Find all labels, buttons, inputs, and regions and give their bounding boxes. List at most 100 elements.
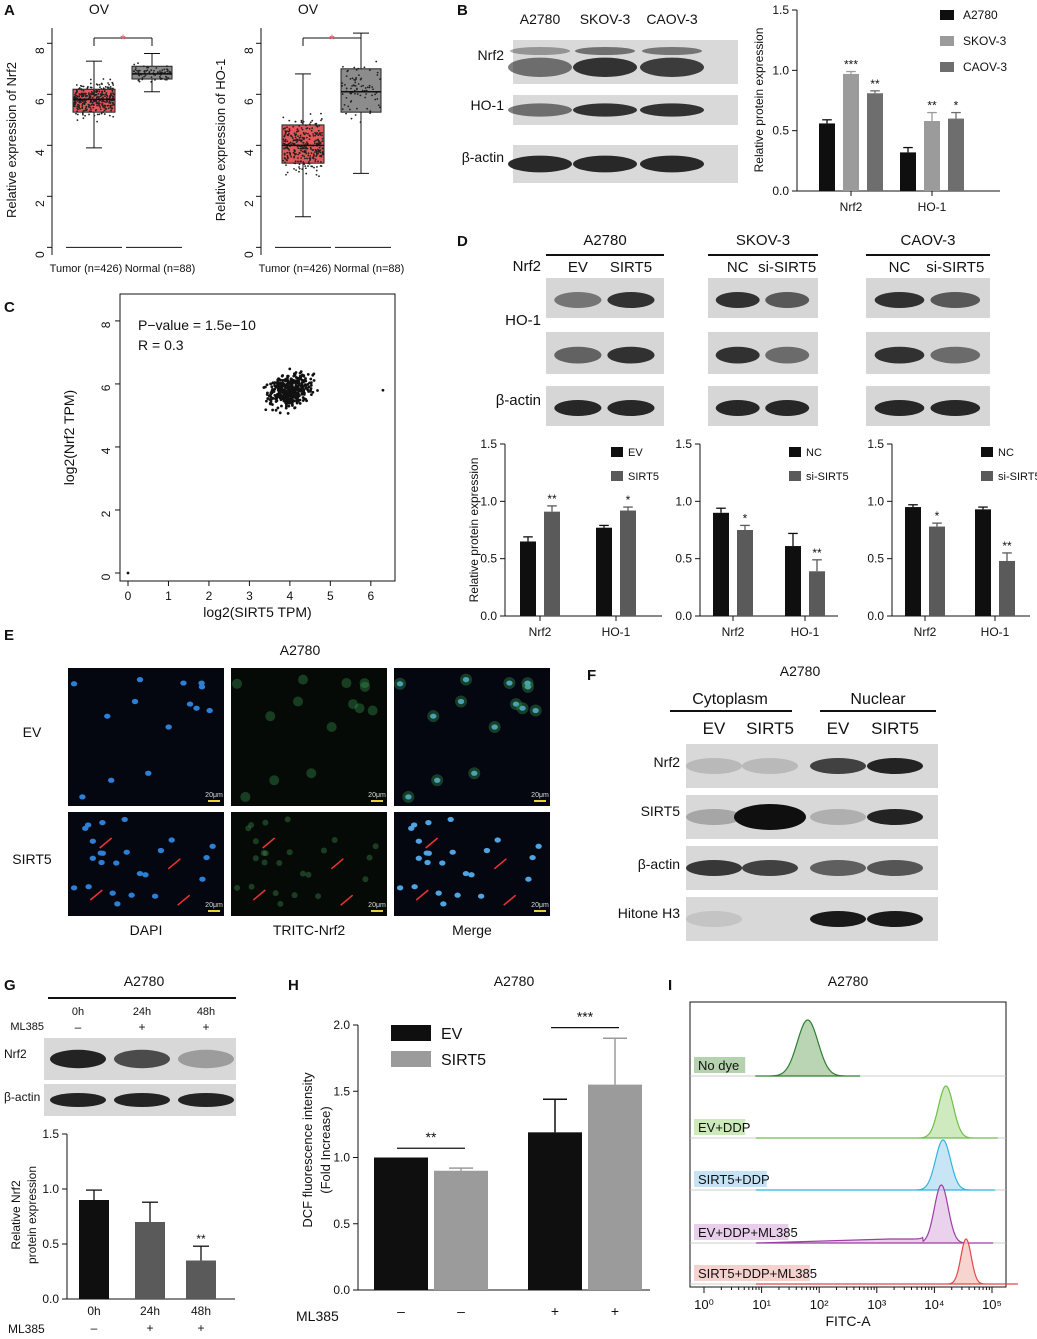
box2-point: [315, 139, 318, 142]
scatter-point: [274, 397, 278, 401]
box2-point: [316, 132, 318, 134]
micro-signal: [240, 791, 251, 802]
box2-point: [349, 87, 352, 90]
H-bar-title: A2780: [494, 973, 535, 989]
box1-point: [136, 69, 139, 72]
box2-point: [309, 155, 312, 157]
box2-point: [292, 125, 295, 128]
scatter-point: [276, 406, 280, 410]
box1-point: [106, 95, 109, 98]
micro-nucleus: [396, 885, 404, 891]
box2-y-tick-label: 8: [242, 47, 256, 54]
box1-point: [90, 93, 93, 95]
box2-point: [299, 134, 302, 137]
micro-signal: [234, 884, 241, 891]
legend-label: SIRT5: [441, 1052, 486, 1069]
box2-point: [379, 78, 381, 81]
box2-point: [318, 140, 320, 142]
micro-nucleus: [535, 843, 542, 849]
scatter-point: [298, 402, 302, 405]
box1-point: [159, 70, 161, 72]
box2-point: [283, 152, 286, 155]
blot-d-band: [715, 346, 760, 364]
box2-point: [307, 162, 310, 165]
blot-b-row-label: Nrf2: [478, 47, 505, 63]
scatter-point: [269, 391, 273, 395]
blot-g-row-label: Nrf2: [4, 1047, 27, 1061]
box2-point: [353, 66, 356, 69]
blot-f-band: [686, 860, 742, 876]
box1-point: [75, 84, 78, 86]
box2-point: [294, 120, 297, 123]
box2-point: [296, 139, 298, 142]
blot-d-band: [715, 292, 760, 308]
box1-point: [110, 109, 112, 112]
box1-point: [108, 95, 111, 98]
box1-y-tick-label: 2: [33, 200, 47, 207]
flow-frame: [689, 1001, 1007, 1288]
scatter-y-tick-label: 0: [99, 573, 113, 580]
box1-point: [73, 103, 75, 106]
box1-point: [104, 88, 106, 91]
scatter-point: [300, 382, 304, 386]
blot-f-group: Nuclear: [850, 691, 906, 708]
box2-point: [297, 153, 300, 156]
box2-point: [372, 88, 374, 91]
box1-point: [98, 97, 100, 99]
panel-label-g: G: [4, 977, 16, 994]
blot-g-band: [50, 1092, 106, 1108]
micro-signal: [516, 702, 529, 715]
scatter-point: [302, 388, 306, 392]
panel-label-h: H: [288, 977, 299, 994]
box2-point: [341, 108, 344, 111]
box1-point: [82, 85, 85, 88]
box1-point: [96, 113, 99, 116]
box1-point: [101, 83, 103, 86]
box2-point: [355, 68, 358, 71]
box2-point: [309, 158, 312, 160]
G-bar-bar: [135, 1222, 165, 1299]
box2-point: [357, 83, 360, 85]
box2-point: [344, 83, 346, 86]
box2-point: [292, 139, 295, 142]
micro-image: [68, 668, 224, 806]
legend-label: EV: [441, 1026, 463, 1043]
blot-g-ml-sign: +: [138, 1020, 145, 1034]
micro-signal: [359, 678, 370, 689]
D2-bar: [809, 571, 825, 616]
box1-point: [88, 93, 90, 96]
box2-point: [354, 114, 357, 116]
micro-nucleus: [198, 680, 205, 686]
micro-nucleus: [449, 849, 456, 855]
scatter-point: [280, 374, 284, 378]
scatter-point: [280, 390, 284, 394]
scatter-point: [302, 374, 306, 378]
blot-f-band: [686, 758, 742, 774]
micro-nucleus: [462, 870, 470, 877]
blot-d-band: [607, 400, 655, 416]
D2-bar: [737, 530, 753, 616]
box1-point: [145, 70, 147, 72]
blot-f-column-label: EV: [827, 719, 850, 738]
H-bar-y-tick-label: 2.0: [333, 1018, 350, 1032]
box2-point: [357, 74, 360, 77]
micro-signal: [521, 677, 534, 690]
D1-bar: [596, 527, 612, 616]
box1-point: [99, 86, 101, 89]
micro-signal: [341, 678, 352, 689]
micro-signal: [248, 821, 255, 828]
legend-swatch: [611, 471, 623, 481]
box1-point: [78, 101, 81, 104]
scatter-point: [292, 372, 296, 376]
scatter-point: [289, 377, 293, 381]
scatter-point: [263, 385, 267, 389]
box2-point: [313, 142, 316, 145]
scatter-x-tick-label: 3: [246, 589, 253, 603]
scatter-point: [316, 389, 319, 392]
G-bar-x-tick-label: 24h: [140, 1304, 160, 1318]
blot-b-band: [510, 47, 570, 55]
micro-nucleus: [199, 876, 206, 882]
blot-d-column-label: NC: [889, 259, 911, 276]
box2-point: [296, 130, 299, 133]
box1-point: [87, 105, 90, 108]
